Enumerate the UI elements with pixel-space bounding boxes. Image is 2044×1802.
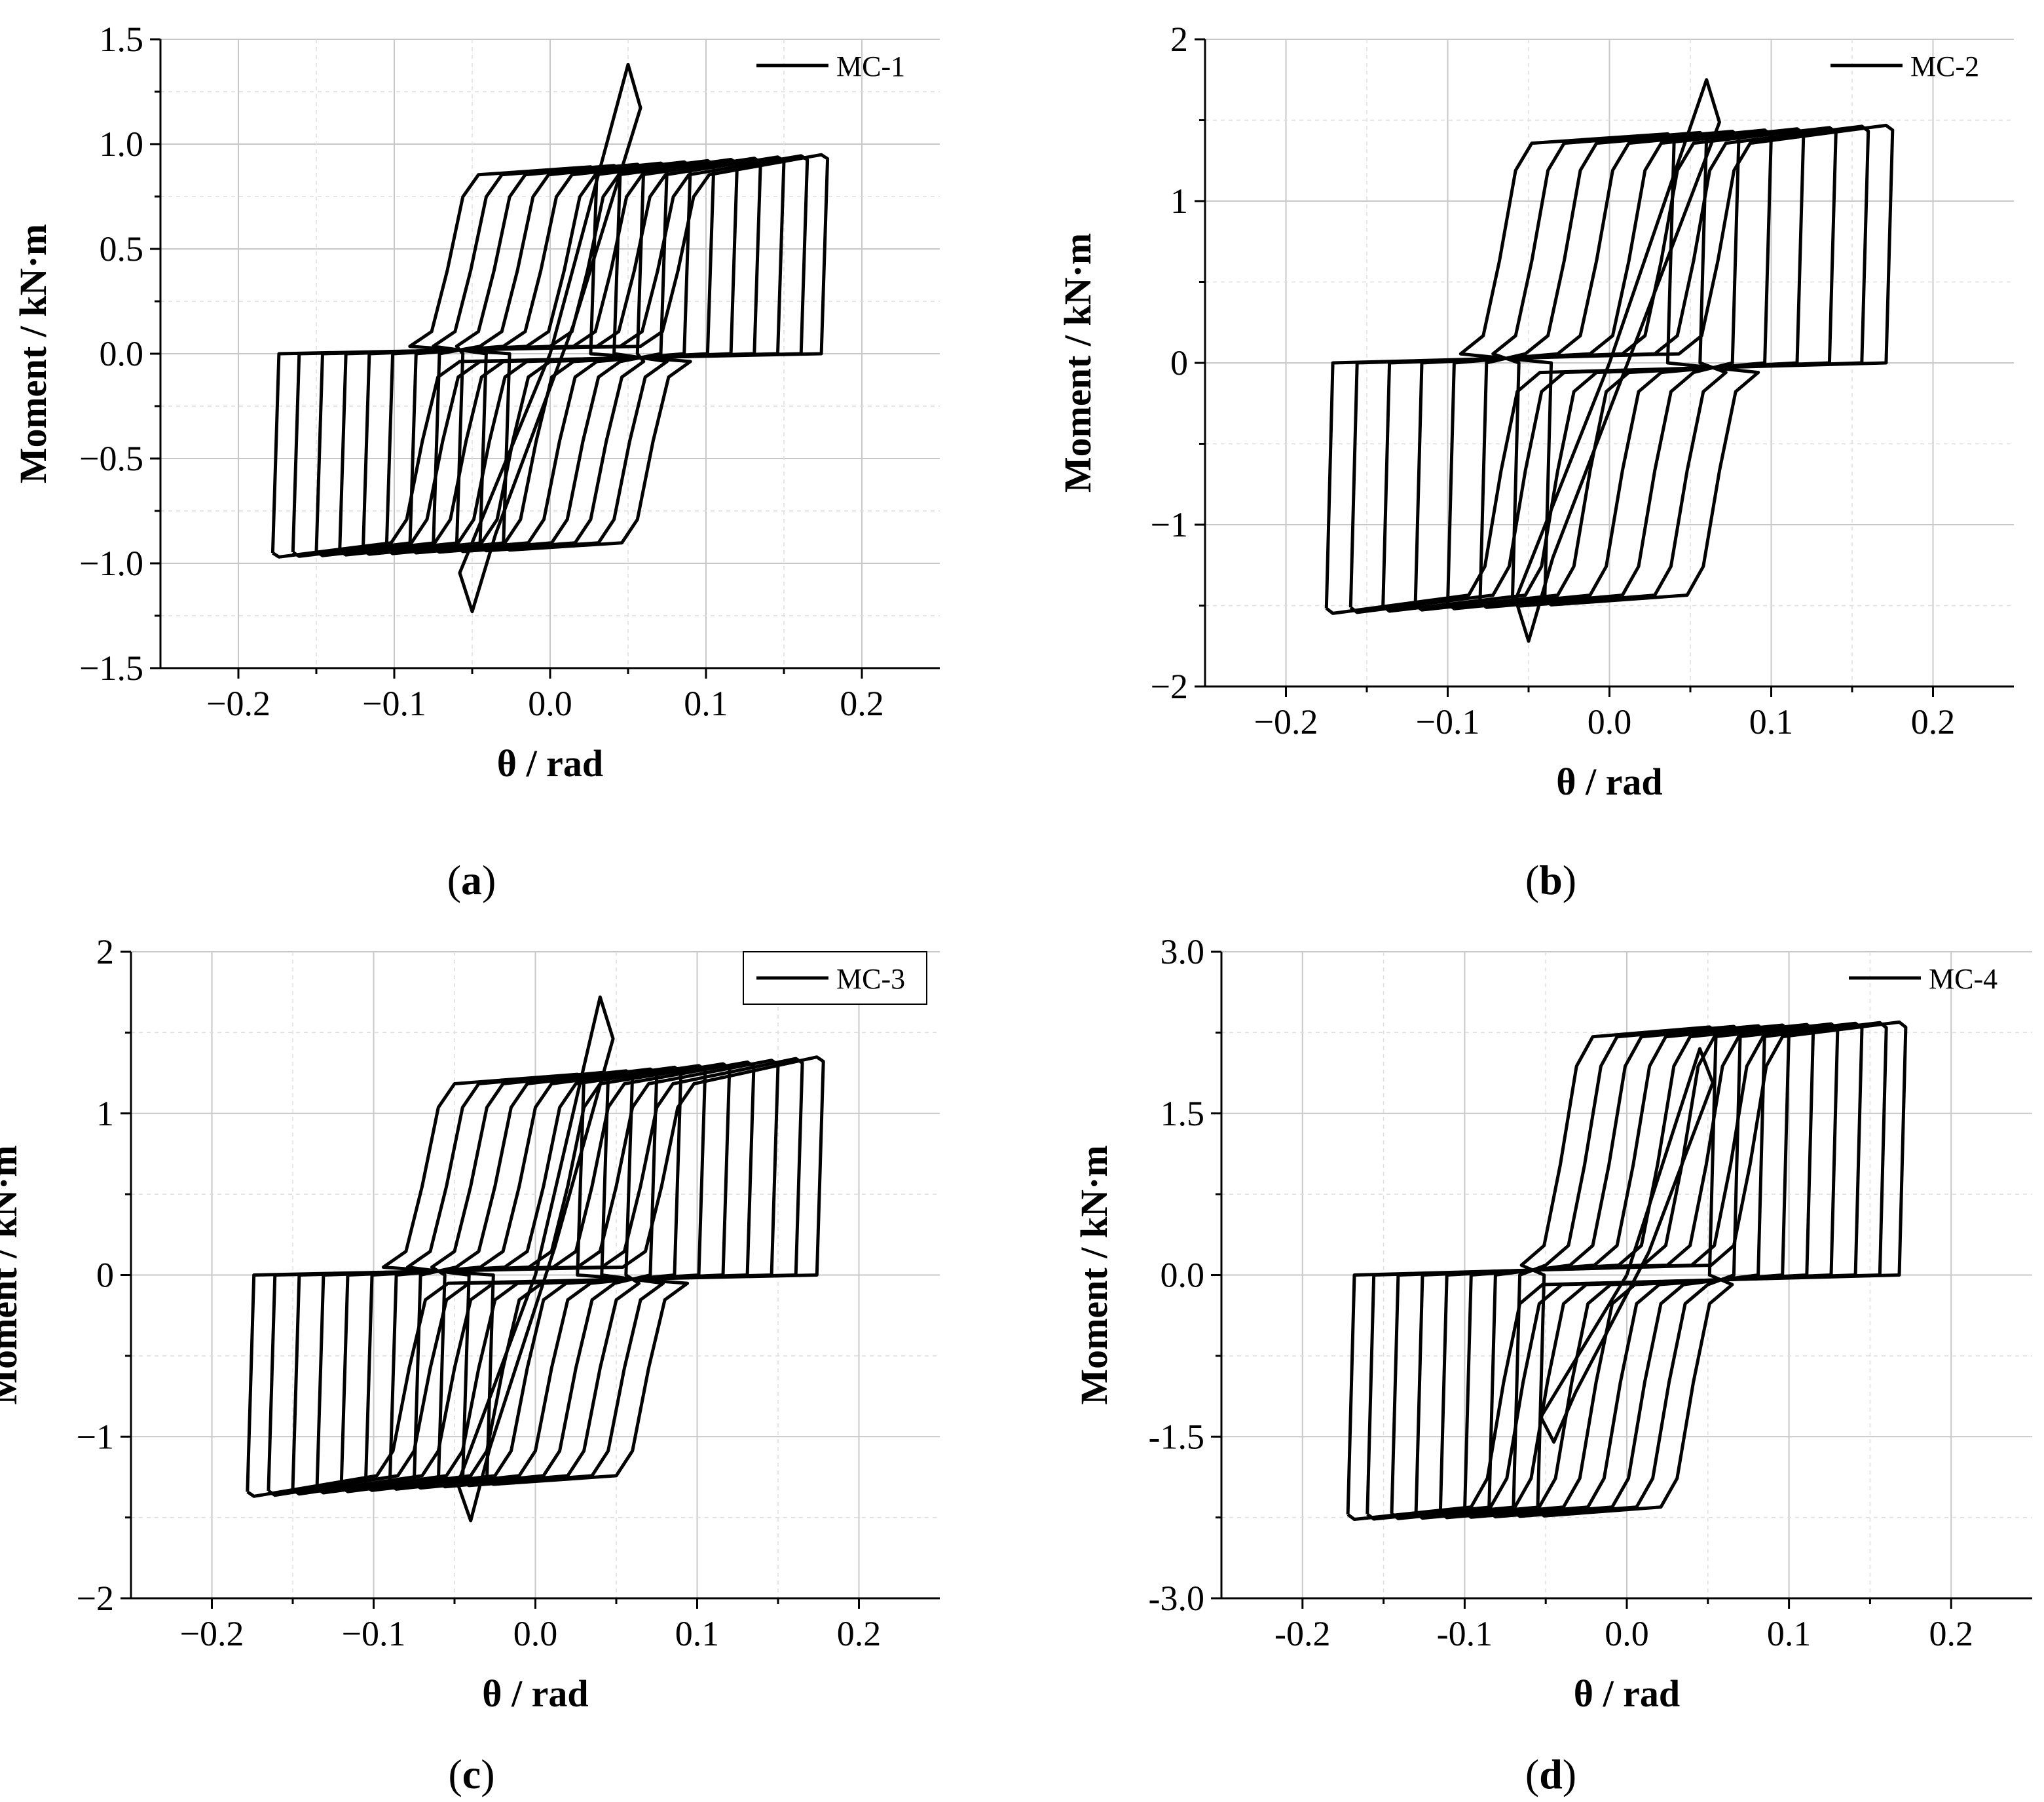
- chart-panel-b: −0.2 −0.1 0.0 0.1 0.2 −2 −1 0 1 2 θ / rad Moment / …: [1056, 20, 2014, 903]
- axes: -0.2 -0.1 0.0 0.1 0.2 -3.0 -1.5 0.0 1.5 3.0 θ / ra…: [1073, 932, 2032, 1715]
- caption-paren: (: [448, 1751, 462, 1797]
- caption-letter: c: [462, 1751, 481, 1797]
- caption-paren: ): [482, 857, 496, 903]
- y-tick-label: 2: [1170, 20, 1188, 59]
- series-MC-4: [1346, 1020, 1908, 1521]
- caption-paren: (: [447, 857, 461, 903]
- x-axis-label: θ / rad: [1574, 1672, 1680, 1715]
- panel-caption: (b): [1525, 857, 1576, 903]
- y-tick-label: 0.0: [100, 334, 144, 373]
- y-tick-label: 1.0: [100, 124, 144, 164]
- axes: −0.2 −0.1 0.0 0.1 0.2 −2 −1 0 1 2 θ / rad Moment / …: [1056, 20, 2014, 803]
- caption-paren: ): [1563, 1751, 1576, 1797]
- legend-label: MC-4: [1929, 963, 1998, 995]
- legend-label: MC-1: [836, 50, 905, 83]
- initial-peak-curve: [458, 62, 642, 614]
- panel-caption: (c): [448, 1751, 494, 1797]
- y-axis-label: Moment / kN·m: [0, 1145, 25, 1404]
- y-tick-label: 2: [96, 932, 114, 971]
- hysteresis-loop: [267, 1057, 804, 1497]
- legend: MC-1: [756, 50, 905, 83]
- initial-peak-curve: [1539, 1047, 1715, 1444]
- y-tick-label: 1: [96, 1094, 114, 1133]
- hysteresis-loop: [270, 153, 830, 559]
- x-tick-label: −0.1: [1416, 702, 1480, 741]
- legend-label: MC-3: [836, 963, 905, 995]
- y-tick-label: -3.0: [1149, 1579, 1204, 1618]
- chart-panel-c: −0.2 −0.1 0.0 0.1 0.2 −2 −1 0 1 2 θ / rad Moment / …: [0, 932, 940, 1797]
- y-tick-label: −1: [1151, 505, 1188, 544]
- y-tick-label: 0.5: [100, 229, 144, 269]
- x-tick-label: 0.1: [684, 684, 728, 723]
- series-MC-1: [270, 62, 830, 614]
- x-tick-label: 0.1: [1749, 702, 1794, 741]
- x-tick-label: 0.1: [675, 1614, 720, 1653]
- series-MC-3: [246, 995, 825, 1523]
- x-tick-label: −0.1: [362, 684, 426, 723]
- y-axis-label: Moment / kN·m: [1056, 233, 1099, 493]
- chart-panel-d: -0.2 -0.1 0.0 0.1 0.2 -3.0 -1.5 0.0 1.5 3.0 θ / ra…: [1073, 932, 2032, 1797]
- x-tick-label: 0.2: [1911, 702, 1956, 741]
- hysteresis-loop: [291, 154, 809, 558]
- axes: −0.2 −0.1 0.0 0.1 0.2 −2 −1 0 1 2 θ / rad Moment / …: [0, 932, 940, 1715]
- x-tick-label: 0.2: [837, 1614, 882, 1653]
- y-tick-label: 0: [1170, 343, 1188, 383]
- x-tick-label: 0.0: [528, 684, 572, 723]
- x-tick-label: −0.2: [206, 684, 270, 723]
- caption-letter: a: [461, 857, 482, 903]
- series-MC-2: [1324, 78, 1895, 643]
- x-tick-label: −0.2: [180, 1614, 244, 1653]
- y-tick-label: −2: [77, 1579, 114, 1618]
- x-tick-label: 0.2: [1929, 1614, 1973, 1653]
- hysteresis-loop: [1324, 123, 1895, 615]
- y-axis-label: Moment / kN·m: [12, 224, 54, 483]
- chart-panel-a: −0.2 −0.1 0.0 0.1 0.2 −1.5 −1.0 −0.5 0.0 0.5 1.0 1.…: [12, 20, 940, 903]
- initial-peak-curve: [1514, 78, 1721, 643]
- y-tick-label: −1.5: [79, 648, 143, 688]
- x-axis-label: θ / rad: [1556, 760, 1662, 803]
- x-tick-label: -0.2: [1274, 1614, 1330, 1653]
- y-tick-label: −1.0: [79, 544, 143, 583]
- y-tick-label: −0.5: [79, 439, 143, 478]
- x-tick-label: −0.1: [342, 1614, 406, 1653]
- y-tick-label: −2: [1151, 667, 1188, 706]
- caption-paren: ): [481, 1751, 494, 1797]
- y-tick-label: 0.0: [1161, 1256, 1205, 1295]
- initial-peak-curve: [456, 995, 615, 1523]
- x-tick-label: 0.0: [513, 1614, 558, 1653]
- caption-letter: b: [1539, 857, 1563, 903]
- x-tick-label: 0.0: [1588, 702, 1632, 741]
- y-axis-label: Moment / kN·m: [1073, 1145, 1115, 1404]
- x-tick-label: 0.1: [1767, 1614, 1812, 1653]
- legend: MC-2: [1830, 50, 1979, 83]
- legend: MC-3: [743, 951, 927, 1005]
- x-axis-label: θ / rad: [482, 1672, 588, 1715]
- hysteresis-loop: [1366, 1021, 1888, 1521]
- axes: −0.2 −0.1 0.0 0.1 0.2 −1.5 −1.0 −0.5 0.0 0.5 1.0 1.…: [12, 20, 940, 785]
- x-tick-label: -0.1: [1437, 1614, 1493, 1653]
- x-tick-label: 0.2: [840, 684, 884, 723]
- panel-caption: (d): [1525, 1751, 1576, 1797]
- hysteresis-loop: [1346, 1020, 1908, 1521]
- legend-label: MC-2: [1910, 50, 1979, 83]
- x-axis-label: θ / rad: [497, 742, 603, 785]
- x-tick-label: 0.0: [1605, 1614, 1649, 1653]
- y-tick-label: 1.5: [1161, 1094, 1205, 1133]
- y-tick-label: 1.5: [100, 20, 144, 59]
- caption-letter: d: [1539, 1751, 1563, 1797]
- caption-paren: (: [1525, 857, 1539, 903]
- x-tick-label: −0.2: [1254, 702, 1318, 741]
- panel-caption: (a): [447, 857, 496, 903]
- hysteresis-loop: [246, 1055, 825, 1498]
- y-tick-label: 1: [1170, 181, 1188, 221]
- legend: MC-4: [1849, 963, 1998, 995]
- y-tick-label: -1.5: [1149, 1417, 1204, 1456]
- y-tick-label: −1: [77, 1417, 114, 1456]
- hysteresis-loop: [1348, 124, 1870, 614]
- caption-paren: ): [1563, 857, 1576, 903]
- y-tick-label: 0: [96, 1256, 114, 1295]
- caption-paren: (: [1525, 1751, 1539, 1797]
- y-tick-label: 3.0: [1161, 932, 1205, 971]
